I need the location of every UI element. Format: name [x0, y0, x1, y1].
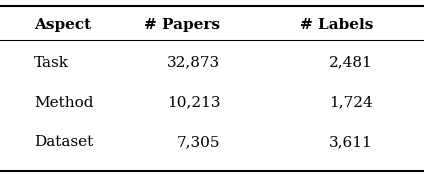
- Text: # Papers: # Papers: [145, 18, 220, 32]
- Text: Method: Method: [34, 96, 93, 110]
- Text: Dataset: Dataset: [34, 135, 93, 150]
- Text: Aspect: Aspect: [34, 18, 91, 32]
- Text: 2,481: 2,481: [329, 56, 373, 70]
- Text: 10,213: 10,213: [167, 96, 220, 110]
- Text: 32,873: 32,873: [167, 56, 220, 70]
- Text: # Labels: # Labels: [300, 18, 373, 32]
- Text: 1,724: 1,724: [329, 96, 373, 110]
- Text: 7,305: 7,305: [177, 135, 220, 150]
- Text: 3,611: 3,611: [329, 135, 373, 150]
- Text: Task: Task: [34, 56, 69, 70]
